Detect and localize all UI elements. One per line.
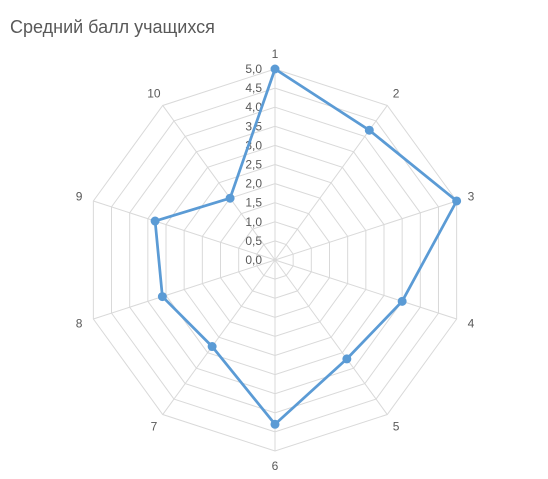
axis-spoke	[274, 200, 457, 261]
tick-label: 5,0	[245, 62, 262, 76]
axis-spoke	[162, 259, 276, 415]
tick-label: 0,5	[245, 234, 262, 248]
category-label: 6	[272, 459, 279, 473]
data-point	[270, 419, 280, 429]
tick-label: 4,5	[245, 81, 262, 95]
series-line	[153, 67, 459, 426]
data-point	[452, 196, 462, 206]
category-label: 9	[76, 189, 83, 203]
tick-label: 4,0	[245, 100, 262, 114]
tick-label: 0,0	[245, 253, 262, 267]
data-point	[225, 193, 235, 203]
data-point	[270, 64, 280, 74]
category-label: 2	[393, 86, 400, 100]
axis-spoke	[162, 105, 276, 261]
axis-spoke	[274, 259, 457, 320]
axis-spoke	[93, 200, 276, 261]
data-point	[397, 296, 407, 306]
category-label: 1	[272, 47, 279, 61]
data-point	[207, 342, 217, 352]
category-label: 4	[468, 317, 475, 331]
axis-spoke	[93, 259, 276, 320]
data-point	[364, 125, 374, 135]
tick-label: 2,0	[245, 177, 262, 191]
chart-title: Средний балл учащихся	[10, 17, 215, 37]
data-point	[150, 216, 160, 226]
category-label: 10	[147, 86, 161, 100]
tick-label: 1,5	[245, 196, 262, 210]
category-label: 8	[76, 317, 83, 331]
category-label: 7	[151, 420, 158, 434]
data-point	[157, 292, 167, 302]
tick-label: 1,0	[245, 215, 262, 229]
tick-label: 2,5	[245, 158, 262, 172]
data-point	[342, 354, 352, 364]
category-label: 5	[393, 420, 400, 434]
axis-spoke	[274, 259, 388, 415]
category-label: 3	[468, 189, 475, 203]
